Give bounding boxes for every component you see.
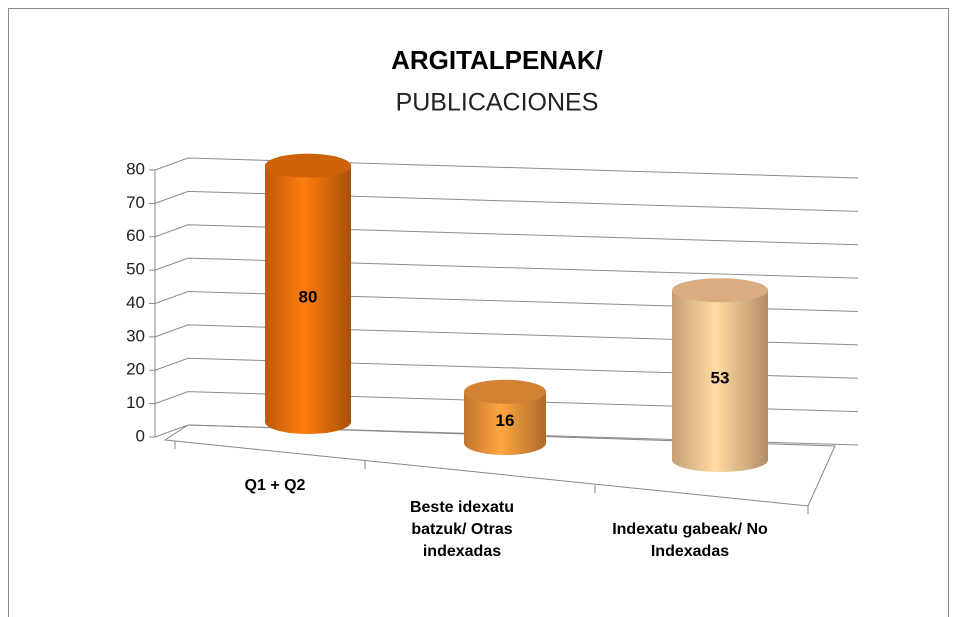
y-tick-label: 0 <box>136 426 145 445</box>
bar-top <box>265 153 351 178</box>
chart-subtitle: PUBLICACIONES <box>396 89 599 117</box>
x-tick-label: Q1 + Q2 <box>244 477 306 494</box>
y-tick-label: 60 <box>126 226 145 245</box>
grid-line <box>154 157 859 179</box>
data-label: 53 <box>711 369 730 388</box>
grid-line <box>154 290 859 312</box>
y-tick-label: 40 <box>126 293 145 312</box>
x-tick-label: Indexatu gabeak/ No Indexadas <box>612 521 768 560</box>
chart-frame <box>8 8 949 617</box>
grid-line <box>154 324 859 346</box>
chart-title: ARGITALPENAK/ <box>391 45 603 75</box>
bar-top <box>464 379 546 404</box>
grid-line <box>154 391 859 413</box>
y-tick-label: 70 <box>126 193 145 212</box>
y-tick-label: 80 <box>126 159 145 178</box>
floor <box>163 424 836 507</box>
y-tick-label: 10 <box>126 393 145 412</box>
y-tick-label: 20 <box>126 360 145 379</box>
grid-line <box>154 190 859 212</box>
data-label: 80 <box>299 287 318 306</box>
bar <box>464 391 546 455</box>
x-tick-label: Beste idexatu batzuk/ Otras indexadas <box>409 499 515 560</box>
grid-line <box>154 257 859 279</box>
bar <box>265 165 351 434</box>
grid-line <box>154 357 859 379</box>
bar <box>672 290 768 472</box>
grid-line <box>154 424 859 446</box>
y-tick-label: 50 <box>126 260 145 279</box>
grid-line <box>154 224 859 246</box>
bar-top <box>672 278 768 303</box>
y-tick-label: 30 <box>126 326 145 345</box>
data-label: 16 <box>496 411 515 430</box>
